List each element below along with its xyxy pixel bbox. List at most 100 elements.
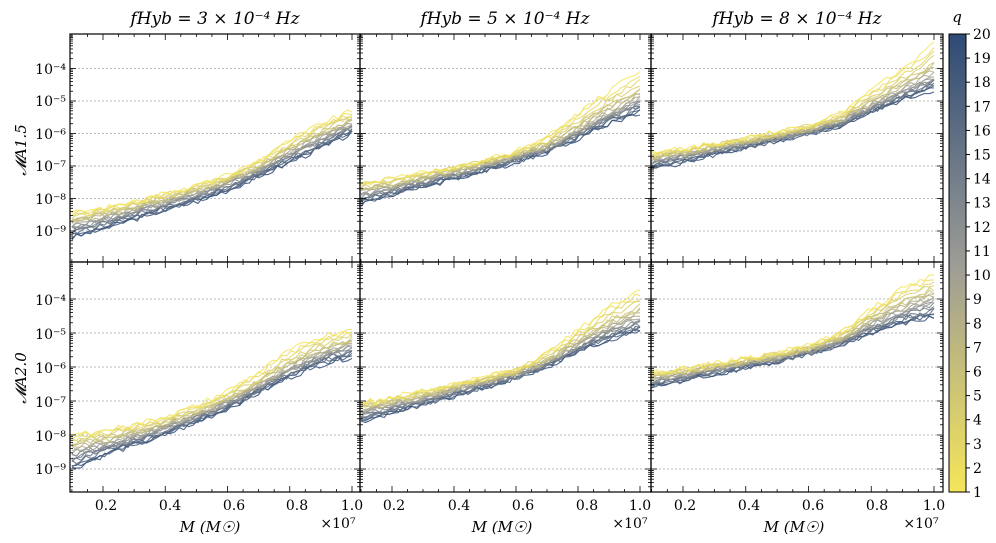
series-line-q5: [71, 336, 353, 445]
y-tick-top-1e-6: 10⁻⁶: [35, 127, 66, 143]
series-line-q1: [651, 41, 935, 156]
series-line-q11: [651, 299, 935, 384]
x-tick-c3-0.2: 0.2: [674, 498, 696, 514]
series-line-q5: [360, 88, 641, 190]
colorbar: [948, 33, 967, 493]
colorbar-tick-label: 12: [973, 220, 991, 236]
series-line-q8: [651, 70, 935, 161]
x-tick-c3-0.8: 0.8: [866, 498, 888, 514]
x-axis-label-1: M (M☉): [179, 518, 241, 536]
colorbar-label: q: [952, 8, 962, 26]
y-tick-top-1e-8: 10⁻⁸: [35, 192, 66, 208]
series-group: [360, 289, 641, 424]
x-tick-c2-0.2: 0.2: [383, 498, 405, 514]
series-line-q14: [71, 347, 353, 460]
y-tick-bottom-1e-9: 10⁻⁹: [35, 462, 66, 478]
y-axis-label-top: 𝓜A1.5: [12, 124, 30, 176]
colorbar-tick-label: 18: [973, 75, 991, 91]
colorbar-tick-label: 14: [973, 172, 991, 188]
series-line-q16: [71, 128, 353, 234]
colorbar-tick-label: 17: [973, 99, 991, 115]
x-multiplier-3: ×10⁷: [903, 516, 939, 532]
series-line-q4: [71, 116, 353, 220]
x-tick-c1-0.6: 0.6: [223, 498, 245, 514]
panel-1-1: [69, 33, 361, 263]
y-tick-top-1e-7: 10⁻⁷: [35, 159, 66, 175]
series-line-q5: [651, 61, 935, 159]
y-tick-bottom-1e-5: 10⁻⁵: [35, 327, 66, 343]
colorbar-tick-label: 9: [973, 292, 982, 308]
series-line-q3: [71, 114, 353, 217]
x-tick-c3-0.6: 0.6: [802, 498, 824, 514]
series-group: [651, 41, 935, 170]
series-line-q11: [651, 78, 935, 164]
series-line-q6: [71, 340, 353, 447]
series-line-q1: [360, 71, 641, 186]
series-line-q8: [360, 312, 641, 412]
series-line-q9: [360, 96, 641, 192]
series-line-q5: [71, 118, 353, 221]
series-line-q17: [71, 351, 353, 465]
series-line-q2: [71, 328, 353, 439]
series-line-q2: [651, 47, 935, 154]
column-title-3: fHyb = 8 × 10⁻⁴ Hz: [710, 9, 882, 29]
panel-1-2: [359, 33, 652, 263]
series-line-q2: [651, 279, 935, 375]
series-line-q10: [360, 318, 641, 414]
series-line-q9: [71, 340, 353, 451]
panel-2-1: [69, 261, 361, 493]
series-line-q15: [71, 125, 353, 234]
x-tick-c3-0.4: 0.4: [738, 498, 760, 514]
series-line-q4: [651, 54, 935, 157]
x-tick-c2-1.0: 1.0: [629, 498, 651, 514]
colorbar-tick-label: 5: [973, 389, 982, 405]
series-line-q7: [360, 308, 641, 409]
colorbar-tick-label: 10: [973, 268, 991, 284]
colorbar-tick-label: 2: [973, 461, 982, 477]
colorbar-tick-label: 6: [973, 364, 982, 380]
column-title-2: fHyb = 5 × 10⁻⁴ Hz: [418, 9, 590, 29]
series-line-q6: [651, 289, 935, 376]
series-line-q1: [71, 109, 353, 214]
colorbar-tick-label: 19: [973, 51, 991, 67]
x-tick-c1-1.0: 1.0: [341, 498, 363, 514]
series-line-q7: [651, 293, 935, 381]
x-tick-c3-1.0: 1.0: [923, 498, 945, 514]
colorbar-tick-label: 4: [973, 413, 982, 429]
series-line-q10: [71, 342, 353, 452]
colorbar-tick-label: 8: [973, 316, 982, 332]
panel-2-2: [359, 261, 652, 493]
x-axis-label-3: M (M☉): [763, 518, 825, 536]
series-group: [651, 274, 935, 389]
colorbar-tick-label: 7: [973, 340, 982, 356]
series-line-q2: [71, 113, 353, 216]
y-tick-bottom-1e-4: 10⁻⁴: [35, 293, 66, 309]
series-line-q3: [360, 298, 641, 406]
series-line-q1: [360, 289, 641, 406]
y-tick-bottom-1e-7: 10⁻⁷: [35, 395, 66, 411]
y-tick-top-1e-5: 10⁻⁵: [35, 94, 66, 110]
colorbar-tick-label: 11: [973, 244, 991, 260]
series-group: [360, 71, 641, 207]
panel-frame: [69, 261, 361, 493]
series-line-q2: [360, 76, 641, 186]
x-tick-c2-0.8: 0.8: [576, 498, 598, 514]
x-tick-c1-0.4: 0.4: [159, 498, 181, 514]
colorbar-tick-label: 16: [973, 123, 991, 139]
x-tick-c2-0.6: 0.6: [512, 498, 534, 514]
y-tick-top-1e-9: 10⁻⁹: [35, 224, 66, 240]
x-axis-label-2: M (M☉): [471, 518, 533, 536]
colorbar-tick-label: 15: [973, 148, 991, 164]
y-tick-bottom-1e-8: 10⁻⁸: [35, 429, 66, 445]
series-group: [71, 328, 353, 469]
y-tick-top-1e-4: 10⁻⁴: [35, 62, 66, 78]
colorbar-tick-label: 3: [973, 437, 982, 453]
colorbar-tick-label: 1: [973, 485, 982, 501]
series-line-q16: [360, 325, 641, 420]
panel-2-3: [650, 261, 944, 493]
x-tick-c2-0.4: 0.4: [448, 498, 470, 514]
x-multiplier-1: ×10⁷: [320, 516, 356, 532]
x-tick-c1-0.2: 0.2: [95, 498, 117, 514]
